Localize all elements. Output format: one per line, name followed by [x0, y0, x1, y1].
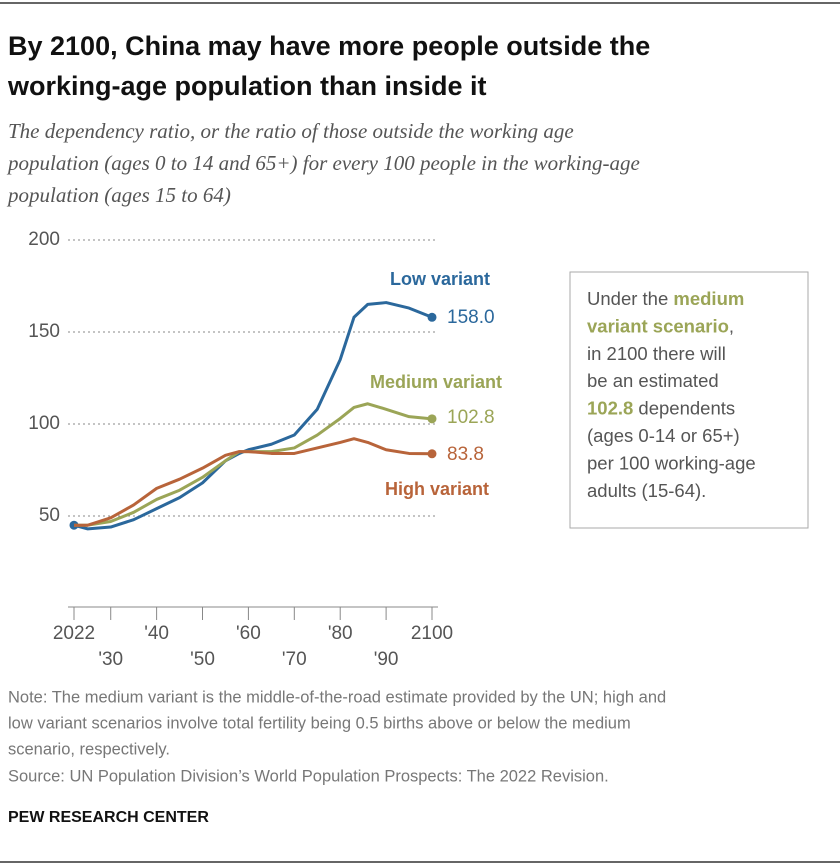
end-dot — [427, 414, 437, 424]
x-tick-label: 2022 — [53, 623, 95, 644]
subtitle: population (ages 15 to 64) — [6, 183, 231, 207]
series-label: High variant — [385, 479, 489, 499]
note: low variant scenarios involve total fert… — [8, 714, 631, 732]
annotation-text: , — [729, 315, 734, 336]
annotation-text: 102.8 — [587, 397, 633, 418]
value-label: 83.8 — [447, 444, 484, 465]
x-tick-label: '30 — [98, 649, 123, 670]
x-tick-label: '40 — [144, 623, 169, 644]
annotation-text: (ages 0-14 or 65+) — [587, 425, 740, 446]
note: scenario, respectively. — [8, 740, 170, 758]
y-tick-label: 50 — [39, 505, 60, 526]
x-tick-label: 2100 — [411, 623, 453, 644]
annotation-line: Under the medium — [587, 288, 744, 309]
x-tick-label: '90 — [374, 649, 399, 670]
end-dot — [427, 312, 437, 322]
annotation-text: variant scenario — [587, 315, 729, 336]
annotation-text: adults (15-64). — [587, 480, 706, 501]
x-tick-label: '80 — [328, 623, 353, 644]
end-dot — [427, 449, 437, 459]
y-tick-label: 150 — [28, 321, 60, 342]
series-label: Medium variant — [370, 372, 502, 392]
y-tick-label: 100 — [28, 413, 60, 434]
subtitle: population (ages 0 to 14 and 65+) for ev… — [6, 151, 640, 175]
note: Note: The medium variant is the middle-o… — [8, 688, 666, 706]
x-tick-label: '70 — [282, 649, 307, 670]
annotation-text: per 100 working-age — [587, 452, 756, 473]
value-label: 102.8 — [447, 407, 495, 428]
series-label: Low variant — [390, 269, 490, 289]
value-label: 158.0 — [447, 307, 495, 328]
annotation-text: in 2100 there will — [587, 343, 726, 364]
annotation-line: variant scenario, — [587, 315, 734, 336]
footer: PEW RESEARCH CENTER — [8, 809, 209, 826]
annotation-line: 102.8 dependents — [587, 397, 735, 418]
series-line — [73, 301, 433, 531]
annotation-text: be an estimated — [587, 370, 719, 391]
x-tick-label: '60 — [236, 623, 261, 644]
annotation-line: (ages 0-14 or 65+) — [587, 425, 740, 446]
subtitle: The dependency ratio, or the ratio of th… — [8, 119, 574, 143]
annotation-box — [569, 271, 809, 529]
annotation-text: dependents — [633, 397, 735, 418]
series-line — [74, 437, 433, 527]
chart-title: By 2100, China may have more people outs… — [8, 31, 650, 61]
annotation-line: adults (15-64). — [587, 480, 706, 501]
x-tick-label: '50 — [190, 649, 215, 670]
annotation-text: Under the — [587, 288, 673, 309]
y-tick-label: 200 — [28, 229, 60, 250]
chart-title: working-age population than inside it — [7, 71, 487, 101]
annotation-line: in 2100 there will — [587, 343, 726, 364]
annotation-line: per 100 working-age — [587, 452, 756, 473]
source: Source: UN Population Division’s World P… — [8, 767, 609, 785]
annotation-text: medium — [673, 288, 744, 309]
annotation-line: be an estimated — [587, 370, 719, 391]
